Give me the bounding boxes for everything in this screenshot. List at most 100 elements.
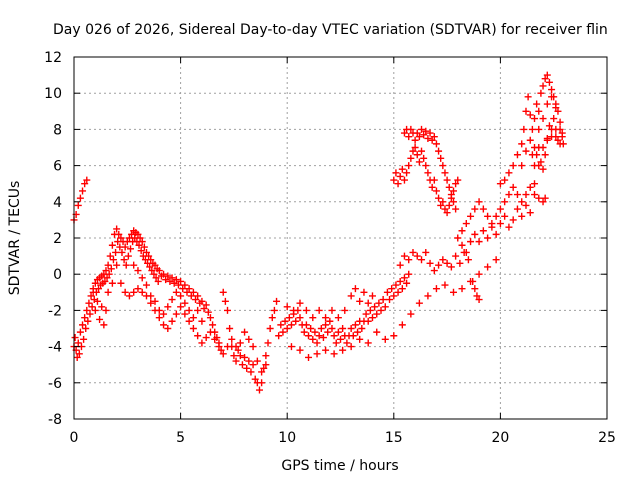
data-point — [505, 191, 513, 199]
data-point — [202, 334, 210, 342]
data-point — [243, 364, 251, 372]
data-point — [424, 292, 432, 300]
data-point — [328, 325, 336, 332]
data-point — [437, 154, 445, 162]
data-point — [428, 136, 436, 144]
data-point — [151, 261, 159, 269]
y-tick-label: -6 — [48, 376, 62, 392]
data-point — [155, 267, 163, 275]
data-point — [249, 361, 257, 369]
data-point — [496, 220, 504, 228]
data-point — [145, 252, 153, 260]
data-point — [86, 310, 94, 318]
data-point — [347, 292, 355, 300]
data-point — [324, 328, 332, 336]
data-point — [96, 315, 104, 323]
data-point — [366, 306, 374, 314]
data-point — [533, 100, 541, 108]
data-point — [375, 299, 383, 307]
data-point — [526, 209, 534, 217]
data-point — [447, 263, 455, 271]
data-point — [200, 305, 208, 313]
data-point — [241, 353, 249, 361]
x-tick-label: 25 — [598, 430, 616, 446]
data-point — [148, 267, 156, 275]
data-point — [535, 194, 543, 202]
data-point — [130, 288, 138, 296]
data-point — [351, 285, 359, 293]
data-point — [140, 243, 148, 251]
data-point — [526, 136, 534, 144]
data-point — [383, 288, 391, 296]
data-point — [539, 165, 547, 173]
data-point — [194, 332, 202, 340]
x-tick-label: 10 — [278, 430, 296, 446]
data-point — [559, 140, 567, 148]
data-point — [452, 252, 460, 260]
data-point — [185, 285, 193, 293]
data-point — [462, 248, 470, 256]
data-point — [307, 325, 315, 332]
data-point — [75, 350, 83, 358]
data-point — [441, 281, 449, 289]
data-point — [147, 299, 155, 307]
data-point — [347, 343, 355, 351]
data-point — [392, 281, 400, 289]
data-point — [373, 310, 381, 318]
data-point — [109, 256, 117, 264]
data-point — [475, 270, 483, 278]
data-point — [162, 276, 170, 284]
data-point — [172, 276, 180, 284]
data-point — [452, 180, 460, 188]
data-point — [120, 256, 128, 264]
data-point — [211, 335, 219, 343]
data-point — [296, 346, 304, 354]
data-point — [381, 303, 389, 311]
x-tick-label: 0 — [70, 430, 79, 446]
data-point — [475, 238, 483, 246]
data-point — [398, 321, 406, 329]
data-point — [164, 303, 172, 311]
data-point — [462, 220, 470, 228]
data-point — [255, 386, 263, 394]
data-point — [394, 288, 402, 296]
data-point — [409, 147, 417, 155]
data-point — [317, 325, 325, 332]
data-point — [418, 147, 426, 155]
data-point — [403, 279, 411, 287]
data-point — [447, 191, 455, 199]
data-point — [479, 205, 487, 213]
data-point — [166, 277, 174, 285]
data-point — [300, 328, 308, 336]
data-point — [189, 314, 197, 322]
data-point — [445, 183, 453, 191]
data-point — [71, 334, 79, 342]
data-point — [79, 321, 87, 329]
data-point — [100, 321, 108, 329]
data-point — [108, 241, 116, 249]
data-point — [526, 183, 534, 191]
data-point — [292, 317, 300, 325]
data-point — [528, 125, 536, 133]
data-point — [147, 292, 155, 300]
data-point — [108, 279, 116, 287]
data-point — [81, 314, 89, 322]
data-point — [152, 274, 160, 282]
data-point — [177, 292, 185, 300]
data-point — [315, 332, 323, 340]
data-point — [124, 252, 132, 260]
data-point — [91, 279, 99, 287]
data-point — [113, 225, 121, 233]
data-point — [454, 176, 462, 184]
data-point — [377, 306, 385, 314]
y-tick-label: -2 — [48, 303, 62, 319]
x-tick-label: 15 — [385, 430, 403, 446]
data-point — [541, 194, 549, 202]
data-point — [509, 216, 517, 224]
data-point — [520, 125, 528, 133]
data-point — [531, 162, 539, 170]
data-point — [134, 230, 142, 238]
data-point — [104, 288, 112, 296]
data-point — [266, 325, 274, 332]
